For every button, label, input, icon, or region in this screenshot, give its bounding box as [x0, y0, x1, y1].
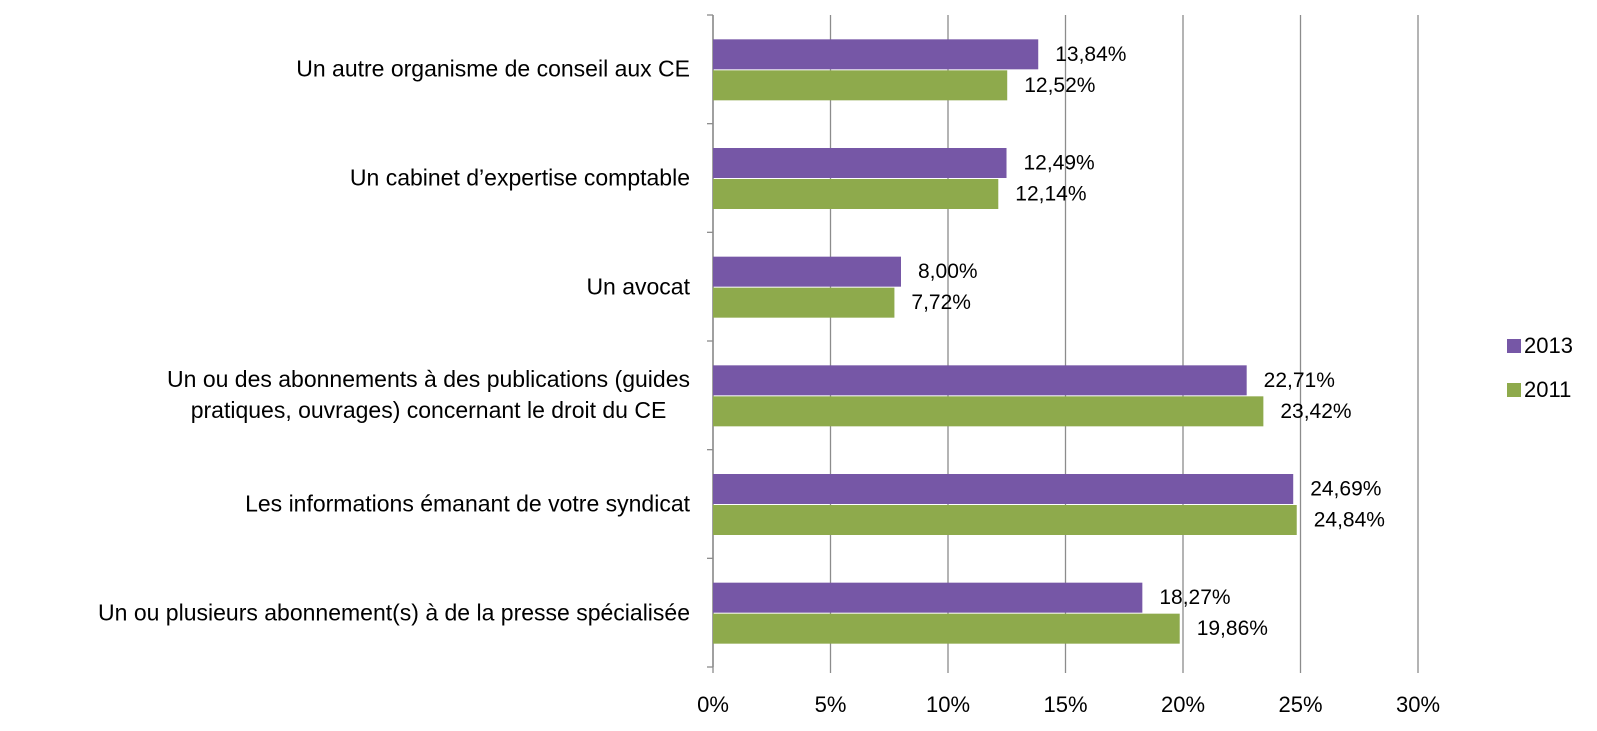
x-tick-label: 5%: [815, 692, 847, 717]
category-label: Un ou des abonnements à des publications…: [167, 366, 690, 424]
x-tick-label: 30%: [1396, 692, 1440, 717]
x-tick-label: 0%: [697, 692, 729, 717]
legend-label: 2011: [1524, 377, 1571, 402]
legend-swatch: [1507, 339, 1521, 353]
data-label: 12,49%: [1024, 152, 1095, 175]
data-label: 22,71%: [1264, 369, 1335, 392]
data-label: 24,84%: [1314, 509, 1385, 532]
data-label: 18,27%: [1159, 586, 1230, 609]
x-tick-label: 15%: [1043, 692, 1087, 717]
x-tick-label: 20%: [1161, 692, 1205, 717]
data-label: 8,00%: [918, 260, 978, 283]
category-label: Un autre organisme de conseil aux CE: [296, 55, 690, 82]
bar: [713, 70, 1008, 101]
data-label: 19,86%: [1197, 617, 1268, 640]
x-tick-label: 10%: [926, 692, 970, 717]
legend-label: 2013: [1524, 333, 1573, 358]
x-tick-label: 25%: [1278, 692, 1322, 717]
data-label: 13,84%: [1055, 43, 1126, 66]
bar: [713, 396, 1264, 427]
data-label: 23,42%: [1280, 400, 1351, 423]
bar: [713, 287, 895, 318]
bar: [713, 179, 999, 209]
bar: [713, 39, 1039, 70]
category-label: Les informations émanant de votre syndic…: [245, 490, 690, 517]
data-label: 12,52%: [1024, 74, 1095, 97]
legend-swatch: [1507, 383, 1521, 397]
bar: [713, 256, 901, 287]
category-label: Un ou plusieurs abonnement(s) à de la pr…: [98, 599, 690, 626]
bar: [713, 613, 1180, 644]
category-label: Un avocat: [586, 273, 690, 300]
bar: [713, 582, 1143, 613]
category-label: Un cabinet d’expertise comptable: [349, 164, 690, 191]
data-label: 12,14%: [1015, 183, 1086, 206]
bar: [713, 474, 1294, 504]
bar: [713, 505, 1297, 535]
data-label: 7,72%: [911, 291, 971, 314]
data-label: 24,69%: [1310, 478, 1381, 501]
bar: [713, 148, 1007, 178]
bar: [713, 365, 1247, 396]
